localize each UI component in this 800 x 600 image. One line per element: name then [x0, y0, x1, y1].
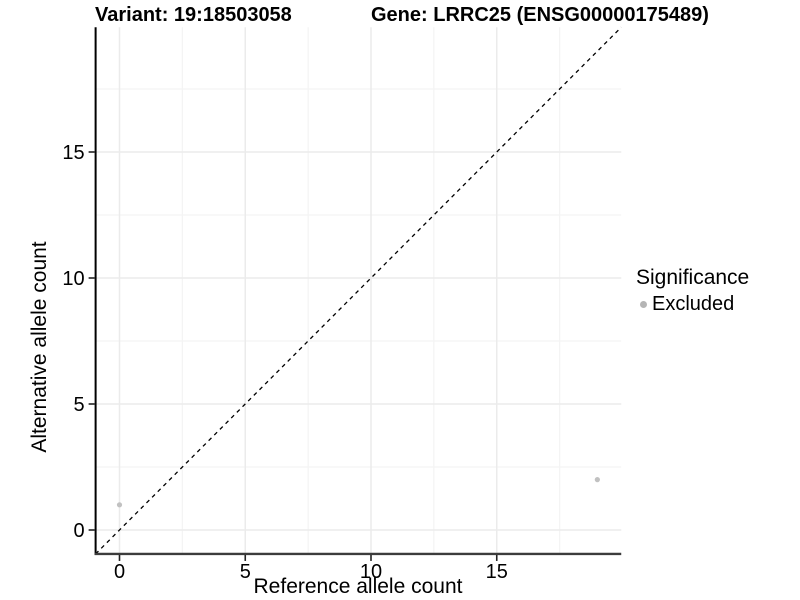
- gene-title: Gene: LRRC25 (ENSG00000175489): [371, 4, 709, 26]
- identity-line: [95, 26, 622, 555]
- y-tick-label: 5: [73, 394, 84, 416]
- y-tick-label: 15: [62, 142, 84, 164]
- data-point: [116, 502, 123, 508]
- data-point: [594, 477, 600, 483]
- x-tick-label: 15: [486, 561, 508, 583]
- y-tick-label: 0: [73, 520, 84, 542]
- x-tick-label: 0: [114, 561, 125, 583]
- point-swatch-icon: [640, 301, 647, 308]
- y-axis-title: Alternative allele count: [28, 241, 51, 453]
- legend-item-label: Excluded: [652, 293, 735, 315]
- x-tick-label: 5: [240, 561, 251, 583]
- x-axis-title: Reference allele count: [253, 575, 463, 598]
- legend-item: Excluded: [640, 293, 749, 316]
- legend-title: Significance: [636, 266, 750, 289]
- variant-title: Variant: 19:18503058: [95, 4, 292, 26]
- y-tick-label: 10: [62, 268, 84, 290]
- x-tick-label: 10: [360, 561, 382, 583]
- legend: Significance Excluded: [636, 266, 749, 316]
